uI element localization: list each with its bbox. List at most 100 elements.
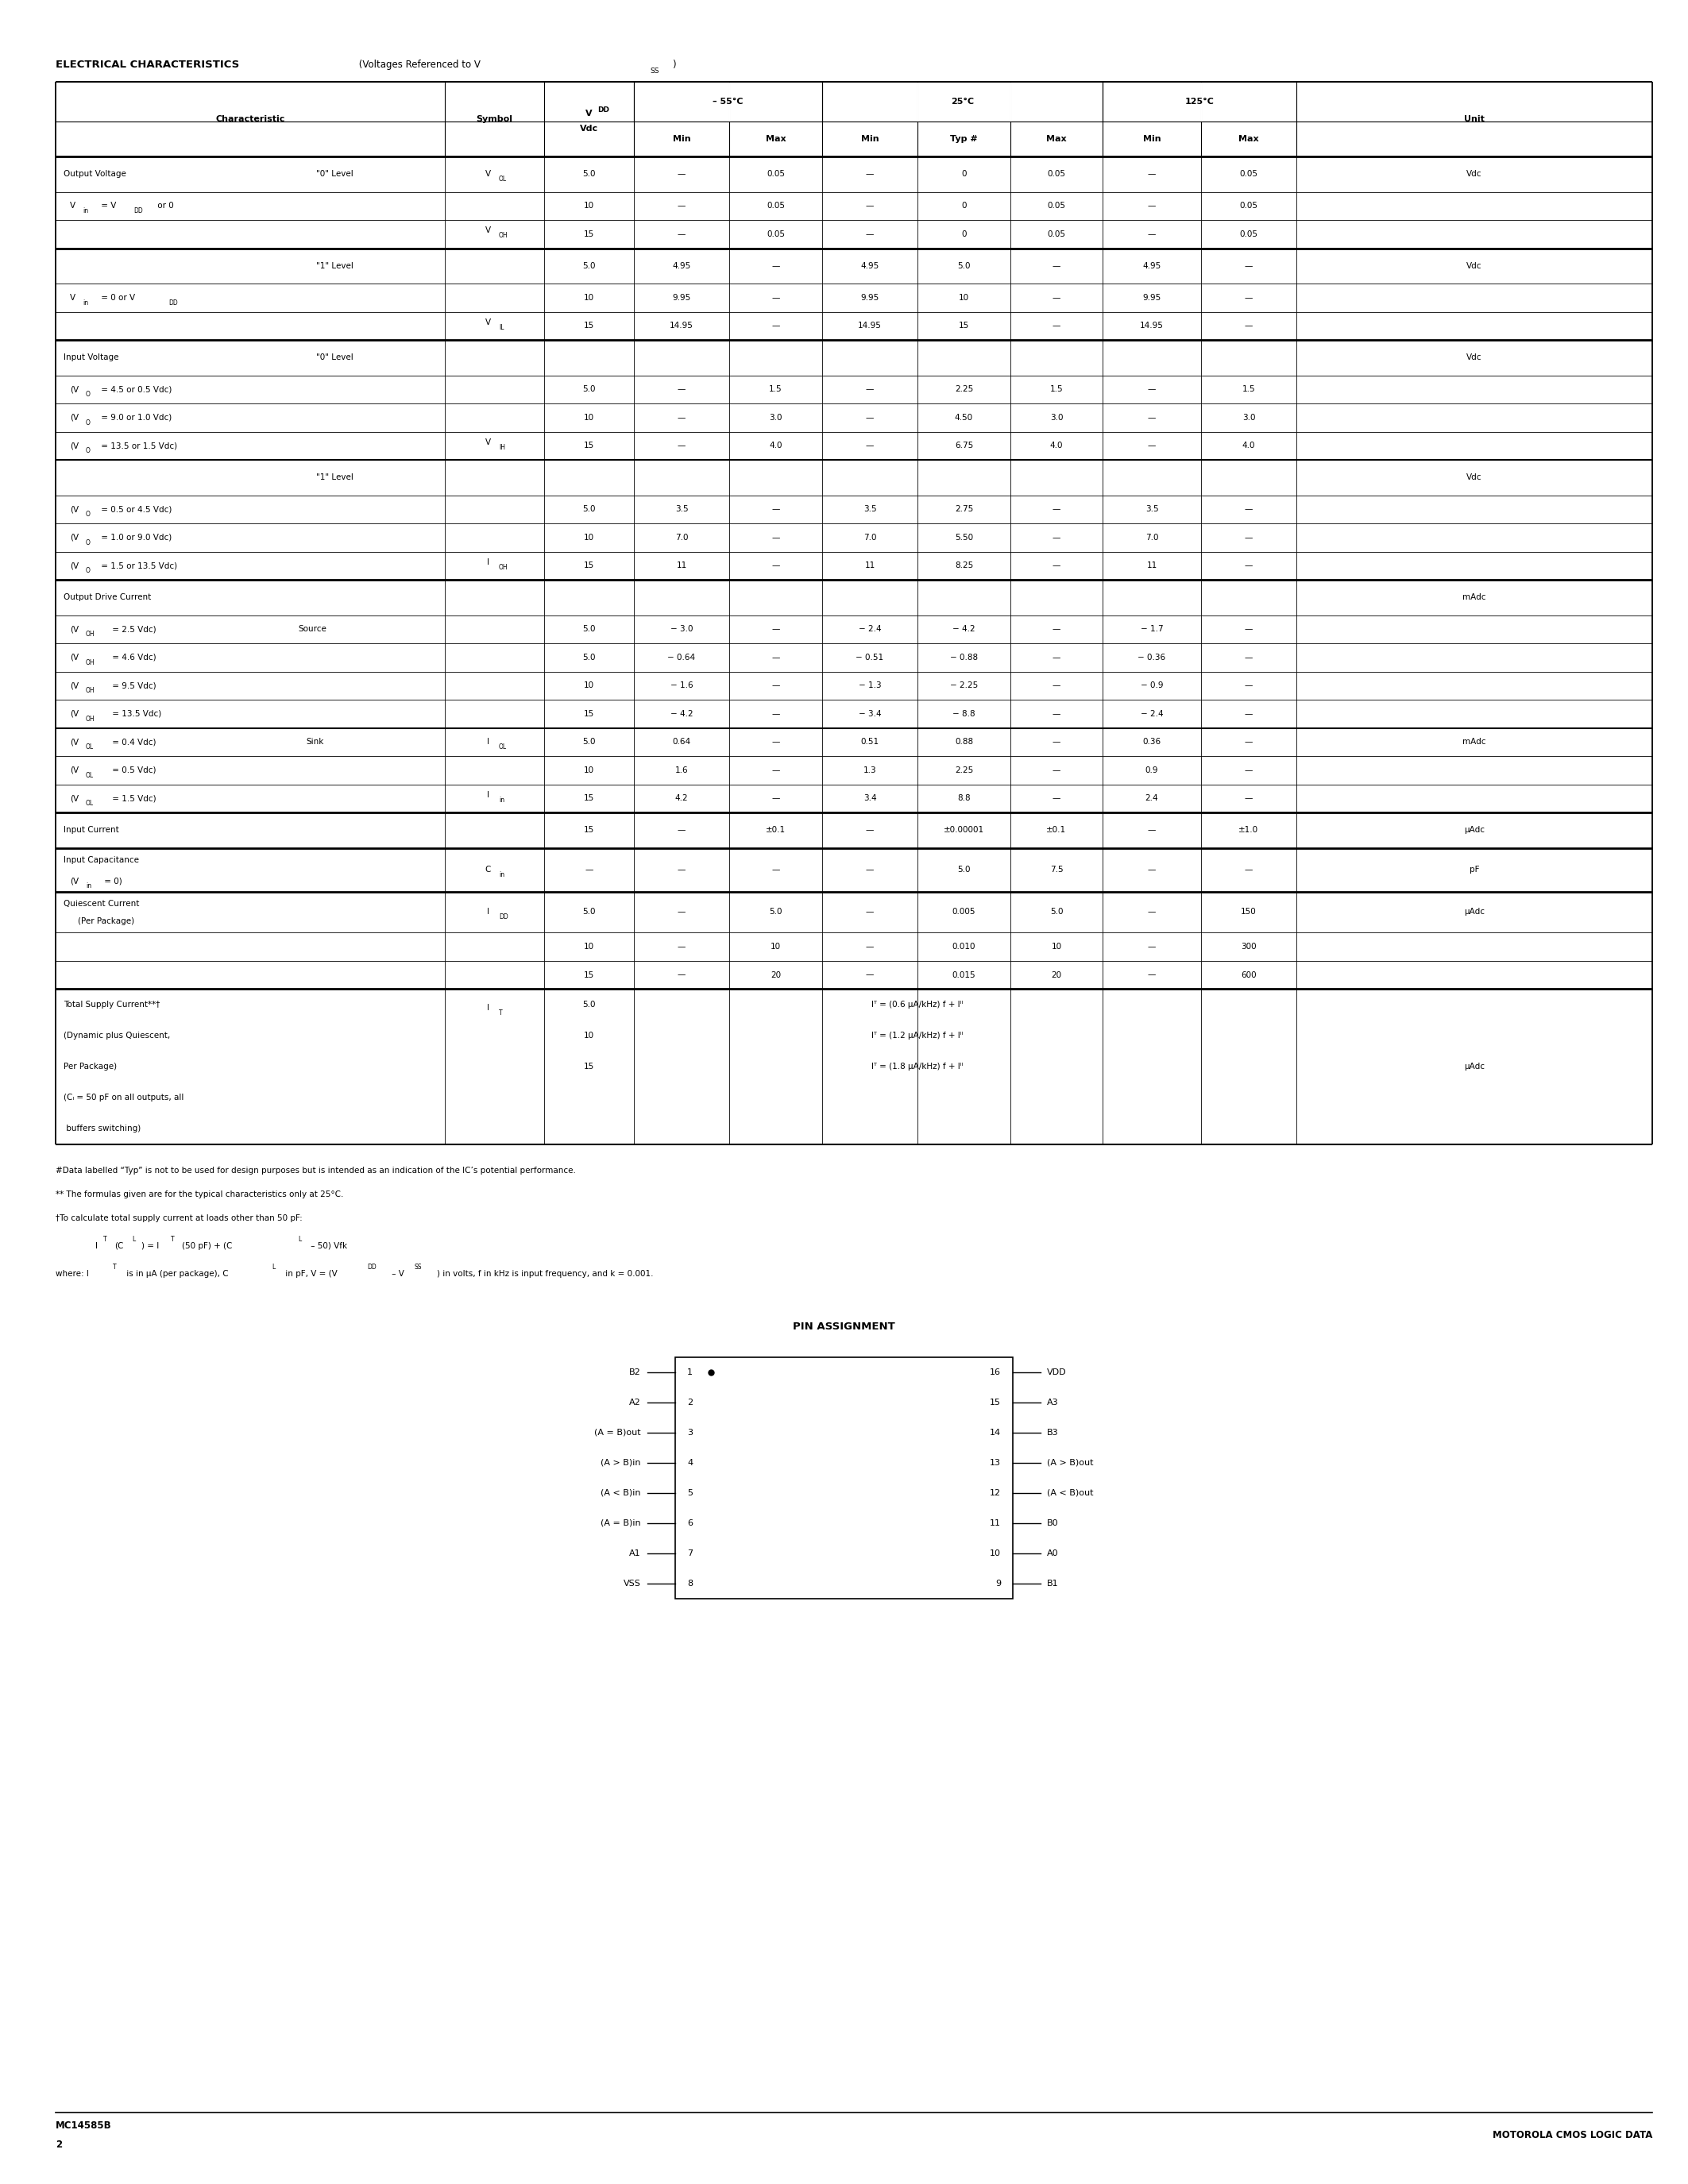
Text: 5.0: 5.0 [582,625,596,633]
Text: 0.005: 0.005 [952,909,976,915]
Text: = 13.5 Vdc): = 13.5 Vdc) [110,710,162,719]
Text: —: — [1148,865,1156,874]
Text: − 4.2: − 4.2 [952,625,976,633]
Text: —: — [866,384,874,393]
Text: or 0: or 0 [155,201,174,210]
Text: I: I [486,559,490,566]
Text: − 1.6: − 1.6 [670,681,694,690]
Text: 4.50: 4.50 [955,413,972,422]
Text: —: — [1244,262,1252,271]
Text: —: — [1052,795,1060,802]
Text: 0.88: 0.88 [955,738,972,747]
Text: Vdc: Vdc [1467,262,1482,271]
Text: 300: 300 [1241,943,1256,950]
Text: #Data labelled “Typ” is not to be used for design purposes but is intended as an: #Data labelled “Typ” is not to be used f… [56,1166,576,1175]
Text: 2: 2 [687,1398,692,1406]
Text: 10: 10 [584,1031,594,1040]
Text: —: — [1244,710,1252,719]
Text: − 2.4: − 2.4 [859,625,881,633]
Text: 5.0: 5.0 [582,262,596,271]
Text: —: — [866,170,874,179]
Text: 4: 4 [687,1459,692,1465]
Text: OH: OH [86,631,95,638]
Text: I: I [486,738,490,747]
Text: O: O [86,391,91,397]
Text: μAdc: μAdc [1463,909,1485,915]
Text: 9.95: 9.95 [1143,293,1161,301]
Text: = 1.5 or 13.5 Vdc): = 1.5 or 13.5 Vdc) [98,561,177,570]
Text: 0.010: 0.010 [952,943,976,950]
Text: 25°C: 25°C [950,98,974,105]
Text: —: — [771,293,780,301]
Text: Iᵀ = (0.6 μA/kHz) f + Iᴵᴵ: Iᵀ = (0.6 μA/kHz) f + Iᴵᴵ [871,1000,964,1009]
Text: − 2.4: − 2.4 [1141,710,1163,719]
Text: OH: OH [500,232,508,240]
Text: mAdc: mAdc [1462,738,1485,747]
Text: 0.05: 0.05 [766,170,785,179]
Text: (Per Package): (Per Package) [78,917,135,926]
Text: 0.64: 0.64 [672,738,690,747]
Text: Output Drive Current: Output Drive Current [64,594,152,601]
Text: − 0.64: − 0.64 [668,653,695,662]
Text: – 55°C: – 55°C [712,98,743,105]
Text: 15: 15 [584,321,594,330]
Text: 14: 14 [989,1428,1001,1437]
Text: —: — [677,441,685,450]
Text: – 50) Vfk: – 50) Vfk [309,1243,348,1249]
Text: —: — [1148,441,1156,450]
Text: 15: 15 [584,826,594,834]
Text: 1.3: 1.3 [863,767,876,773]
Text: 10: 10 [1052,943,1062,950]
Text: Quiescent Current: Quiescent Current [64,900,140,909]
Text: I: I [486,1005,490,1011]
Text: 0.05: 0.05 [1239,201,1258,210]
Text: ): ) [672,59,675,70]
Text: is in μA (per package), C: is in μA (per package), C [123,1269,228,1278]
Text: 5.0: 5.0 [582,170,596,179]
Text: V: V [69,293,76,301]
Text: 10: 10 [584,767,594,773]
Text: 5: 5 [687,1489,692,1496]
Text: 11: 11 [1146,561,1156,570]
Text: 7.5: 7.5 [1050,865,1063,874]
Text: T: T [170,1236,174,1243]
Text: 14.95: 14.95 [670,321,694,330]
Text: (V: (V [69,795,79,802]
Text: 5.0: 5.0 [957,262,971,271]
Text: Min: Min [1143,135,1161,142]
Text: Vdc: Vdc [1467,474,1482,480]
Text: —: — [1244,293,1252,301]
Text: V: V [586,109,592,118]
Text: 10: 10 [584,201,594,210]
Text: – V: – V [390,1269,403,1278]
Text: I: I [486,791,490,799]
Text: 2.4: 2.4 [1144,795,1158,802]
Text: —: — [677,413,685,422]
Text: (V: (V [69,653,79,662]
Text: 7.0: 7.0 [1144,533,1158,542]
Text: 0.05: 0.05 [1047,229,1065,238]
Text: 15: 15 [584,229,594,238]
Text: = 0.5 or 4.5 Vdc): = 0.5 or 4.5 Vdc) [98,505,172,513]
Text: (V: (V [69,767,79,773]
Text: 0.51: 0.51 [861,738,879,747]
Text: —: — [771,561,780,570]
Text: 13: 13 [989,1459,1001,1465]
Text: —: — [1052,767,1060,773]
Text: 4.95: 4.95 [1143,262,1161,271]
Text: (Voltages Referenced to V: (Voltages Referenced to V [356,59,481,70]
Text: 3.0: 3.0 [770,413,782,422]
Text: 9: 9 [996,1579,1001,1588]
Text: − 0.36: − 0.36 [1138,653,1166,662]
Text: 3: 3 [687,1428,692,1437]
Text: Input Current: Input Current [64,826,118,834]
Text: —: — [866,909,874,915]
Text: Vdc: Vdc [1467,170,1482,179]
Text: 5.0: 5.0 [582,505,596,513]
Text: T: T [500,1009,503,1016]
Text: —: — [771,625,780,633]
Text: 8.8: 8.8 [957,795,971,802]
Text: 0: 0 [962,201,967,210]
Text: 3.4: 3.4 [863,795,876,802]
Text: ±0.00001: ±0.00001 [944,826,984,834]
